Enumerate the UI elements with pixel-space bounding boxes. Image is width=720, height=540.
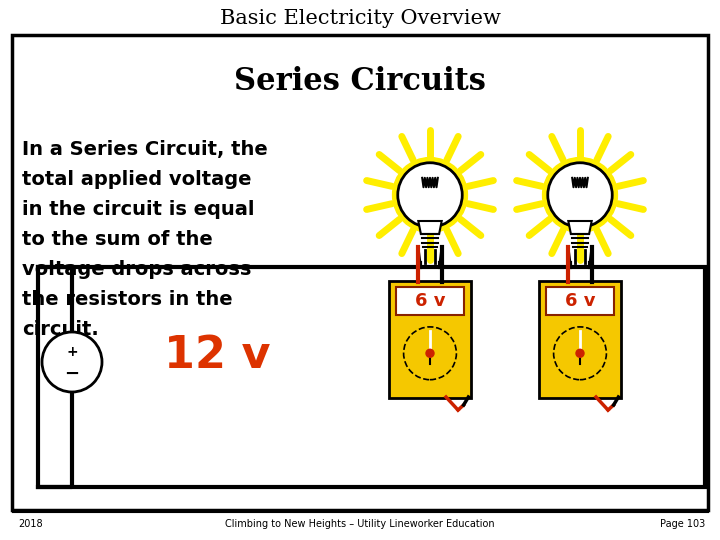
Circle shape	[543, 158, 618, 232]
FancyBboxPatch shape	[539, 281, 621, 398]
Circle shape	[397, 163, 462, 227]
Bar	[12, 35, 708, 510]
Circle shape	[548, 163, 612, 227]
Circle shape	[404, 327, 456, 380]
Text: 6 v: 6 v	[564, 292, 595, 310]
Circle shape	[576, 349, 584, 357]
Text: Page 103: Page 103	[660, 519, 705, 529]
Text: Basic Electricity Overview: Basic Electricity Overview	[220, 9, 500, 28]
Text: voltage drops across: voltage drops across	[22, 260, 251, 279]
Polygon shape	[418, 221, 441, 234]
Text: Series Circuits: Series Circuits	[234, 66, 486, 98]
Text: in the circuit is equal: in the circuit is equal	[22, 200, 254, 219]
Text: the resistors in the: the resistors in the	[22, 290, 233, 309]
FancyBboxPatch shape	[389, 281, 471, 398]
Text: 2018: 2018	[18, 519, 42, 529]
Text: In a Series Circuit, the: In a Series Circuit, the	[22, 140, 268, 159]
Bar	[396, 287, 464, 315]
Circle shape	[392, 158, 467, 232]
Text: +: +	[66, 345, 78, 359]
Circle shape	[554, 327, 606, 380]
Text: to the sum of the: to the sum of the	[22, 230, 212, 249]
Text: 6 v: 6 v	[415, 292, 445, 310]
Polygon shape	[568, 221, 592, 234]
Text: 12 v: 12 v	[163, 334, 270, 376]
Circle shape	[42, 332, 102, 392]
Bar	[546, 287, 614, 315]
Text: −: −	[64, 365, 80, 383]
Text: total applied voltage: total applied voltage	[22, 170, 251, 189]
Bar	[38, 267, 705, 487]
Text: Climbing to New Heights – Utility Lineworker Education: Climbing to New Heights – Utility Linewo…	[225, 519, 495, 529]
Text: circuit.: circuit.	[22, 320, 99, 339]
Circle shape	[426, 349, 434, 357]
